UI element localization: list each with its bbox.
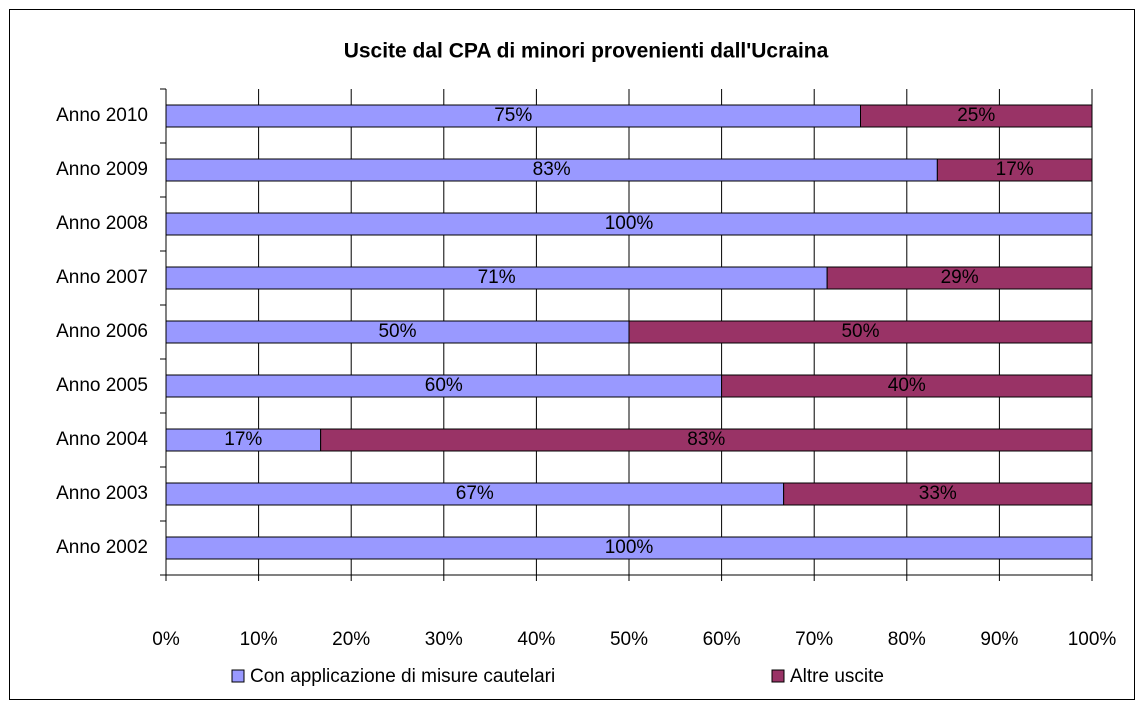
data-label: 25% <box>957 105 995 126</box>
y-tick-label: Anno 2010 <box>56 105 148 126</box>
x-tick-label: 50% <box>610 629 648 650</box>
data-label: 75% <box>494 105 532 126</box>
y-tick-label: Anno 2009 <box>56 159 148 180</box>
data-label: 83% <box>533 159 571 180</box>
data-label: 83% <box>687 429 725 450</box>
data-label: 17% <box>996 159 1034 180</box>
bar-segment <box>320 428 1093 452</box>
data-label: 29% <box>941 267 979 288</box>
data-label: 100% <box>605 537 654 558</box>
x-tick-label: 60% <box>703 629 741 650</box>
data-label: 60% <box>425 375 463 396</box>
x-tick-label: 30% <box>425 629 463 650</box>
data-label: 33% <box>919 483 957 504</box>
x-tick-label: 20% <box>332 629 370 650</box>
y-tick-label: Anno 2002 <box>56 537 148 558</box>
y-tick-label: Anno 2003 <box>56 483 148 504</box>
bar-segment <box>721 374 1093 398</box>
bar-segment <box>628 320 1093 344</box>
data-label: 50% <box>378 321 416 342</box>
bar-segment <box>860 104 1093 128</box>
legend-label: Con applicazione di misure cautelari <box>250 666 555 687</box>
data-label: 17% <box>224 429 262 450</box>
y-tick-label: Anno 2004 <box>56 429 148 450</box>
x-tick-label: 40% <box>517 629 555 650</box>
legend-swatch <box>771 669 785 683</box>
legend-swatch <box>231 669 245 683</box>
x-tick-label: 0% <box>152 629 180 650</box>
x-tick-label: 90% <box>980 629 1018 650</box>
chart-title: Uscite dal CPA di minori provenienti dal… <box>344 40 829 63</box>
y-tick-label: Anno 2007 <box>56 267 148 288</box>
x-tick-label: 80% <box>888 629 926 650</box>
legend-label: Altre uscite <box>790 666 884 687</box>
y-tick-label: Anno 2008 <box>56 213 148 234</box>
x-tick-label: 10% <box>240 629 278 650</box>
data-label: 67% <box>456 483 494 504</box>
data-label: 100% <box>605 213 654 234</box>
bar-segment <box>165 212 1093 236</box>
data-label: 71% <box>478 267 516 288</box>
data-label: 40% <box>888 375 926 396</box>
bar-segment <box>783 482 1093 506</box>
bar-segment <box>826 266 1093 290</box>
x-tick-label: 100% <box>1068 629 1117 650</box>
bar-segment <box>165 536 1093 560</box>
bar-segment <box>936 158 1093 182</box>
y-tick-label: Anno 2005 <box>56 375 148 396</box>
data-label: 50% <box>841 321 879 342</box>
y-tick-label: Anno 2006 <box>56 321 148 342</box>
x-tick-label: 70% <box>795 629 833 650</box>
